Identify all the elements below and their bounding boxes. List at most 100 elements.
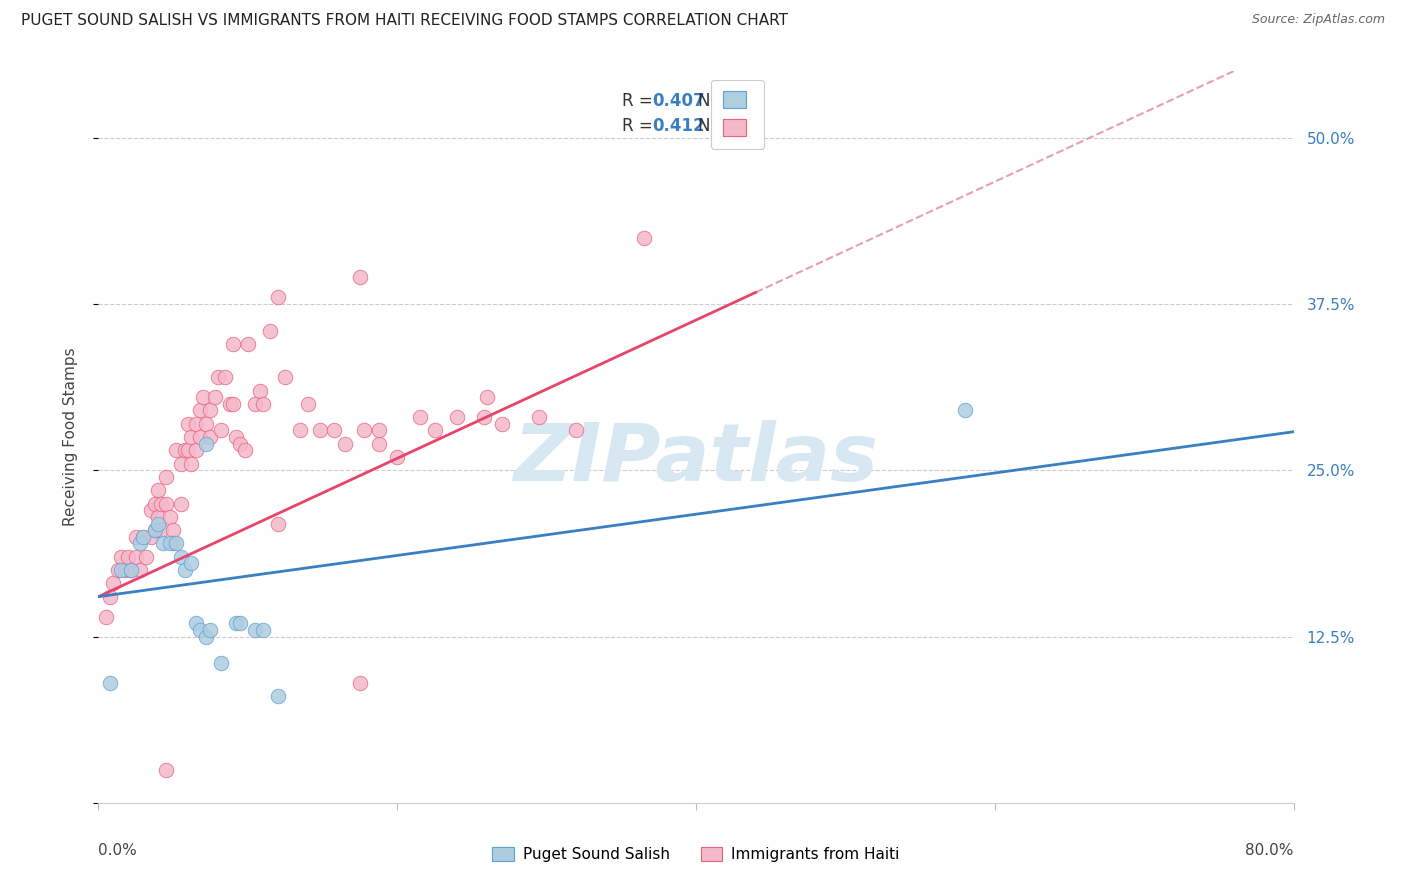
Point xyxy=(207,370,229,384)
Point xyxy=(308,424,330,438)
Point xyxy=(225,430,247,444)
Text: Source: ZipAtlas.com: Source: ZipAtlas.com xyxy=(1251,13,1385,27)
Point xyxy=(209,656,232,670)
Point xyxy=(94,609,117,624)
Point xyxy=(191,390,214,404)
Point xyxy=(110,563,132,577)
Point xyxy=(135,549,157,564)
Point xyxy=(472,410,495,425)
Point xyxy=(274,370,297,384)
Point xyxy=(120,563,142,577)
Point xyxy=(195,630,218,644)
Point xyxy=(120,563,142,577)
Point xyxy=(180,430,202,444)
Point xyxy=(174,563,197,577)
Point xyxy=(132,530,155,544)
Point xyxy=(408,410,430,425)
Point xyxy=(150,497,173,511)
Point xyxy=(297,397,319,411)
Point xyxy=(184,616,207,631)
Y-axis label: Receiving Food Stamps: Receiving Food Stamps xyxy=(63,348,77,526)
Point xyxy=(143,523,166,537)
Point xyxy=(385,450,409,464)
Text: 0.412: 0.412 xyxy=(652,117,704,136)
Point xyxy=(180,557,202,571)
Point xyxy=(245,397,267,411)
Point xyxy=(323,424,346,438)
Point xyxy=(100,676,122,690)
Point xyxy=(188,430,211,444)
Point xyxy=(222,337,245,351)
Text: ZIPatlas: ZIPatlas xyxy=(513,420,879,498)
Text: N =: N = xyxy=(699,92,735,110)
Point xyxy=(423,424,446,438)
Point xyxy=(353,424,375,438)
Point xyxy=(188,403,211,417)
Point xyxy=(169,457,191,471)
Point xyxy=(159,509,181,524)
Text: PUGET SOUND SALISH VS IMMIGRANTS FROM HAITI RECEIVING FOOD STAMPS CORRELATION CH: PUGET SOUND SALISH VS IMMIGRANTS FROM HA… xyxy=(21,13,789,29)
Text: R =: R = xyxy=(621,92,658,110)
Point xyxy=(953,403,976,417)
Point xyxy=(139,530,162,544)
Point xyxy=(100,590,122,604)
Point xyxy=(159,536,181,550)
Point xyxy=(368,424,391,438)
Text: 0.0%: 0.0% xyxy=(98,843,138,858)
Point xyxy=(148,516,170,531)
Point xyxy=(152,536,174,550)
Point xyxy=(165,536,187,550)
Text: 0.407: 0.407 xyxy=(652,92,704,110)
Text: 80.0%: 80.0% xyxy=(1246,843,1294,858)
Point xyxy=(267,690,290,704)
Point xyxy=(155,497,177,511)
Point xyxy=(245,623,267,637)
Point xyxy=(225,616,247,631)
Point xyxy=(155,470,177,484)
Point xyxy=(222,397,245,411)
Point xyxy=(184,417,207,431)
Point xyxy=(249,384,271,398)
Point xyxy=(195,417,218,431)
Point xyxy=(103,576,125,591)
Point xyxy=(214,370,236,384)
Point xyxy=(195,436,218,450)
Point xyxy=(165,443,187,458)
Point xyxy=(114,563,136,577)
Point xyxy=(148,509,170,524)
Point xyxy=(267,290,290,304)
Text: 25: 25 xyxy=(728,92,751,110)
Point xyxy=(333,436,356,450)
Point xyxy=(177,443,200,458)
Point xyxy=(129,563,152,577)
Point xyxy=(162,523,184,537)
Text: 81: 81 xyxy=(728,117,751,136)
Point xyxy=(129,536,152,550)
Point xyxy=(475,390,498,404)
Point xyxy=(219,397,242,411)
Point xyxy=(162,536,184,550)
Point xyxy=(368,436,391,450)
Point xyxy=(143,497,166,511)
Point xyxy=(117,549,139,564)
Point xyxy=(204,390,226,404)
Text: N =: N = xyxy=(699,117,735,136)
Point xyxy=(148,483,170,498)
Point xyxy=(252,623,274,637)
Point xyxy=(169,497,191,511)
Point xyxy=(229,436,252,450)
Point xyxy=(565,424,588,438)
Point xyxy=(139,503,162,517)
Point xyxy=(155,763,177,777)
Point xyxy=(132,530,155,544)
Point xyxy=(252,397,274,411)
Point xyxy=(180,457,202,471)
Point xyxy=(259,324,281,338)
Point xyxy=(527,410,550,425)
Point xyxy=(177,417,200,431)
Point xyxy=(143,523,166,537)
Point xyxy=(150,523,173,537)
Point xyxy=(200,623,222,637)
Point xyxy=(633,230,655,244)
Point xyxy=(267,516,290,531)
